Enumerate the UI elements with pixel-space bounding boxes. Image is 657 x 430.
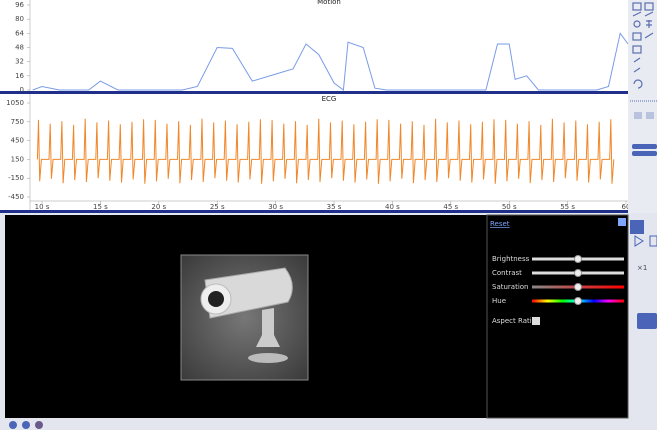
data-line [36, 118, 615, 184]
x-tick-label: 20 s [151, 203, 166, 211]
y-tick-label: 150 [11, 155, 24, 163]
y-tick-label: 64 [15, 29, 24, 37]
tool-icon[interactable] [646, 112, 654, 119]
x-tick-label: 40 s [385, 203, 400, 211]
stop-button[interactable] [649, 235, 657, 247]
camera-button[interactable] [630, 220, 644, 234]
tool-icon[interactable] [633, 57, 643, 89]
reset-link[interactable]: Reset [490, 220, 510, 228]
chart-area [0, 0, 628, 213]
tool-icon[interactable] [646, 20, 652, 28]
status-icon[interactable] [22, 421, 30, 429]
aspect-checkbox[interactable] [532, 317, 540, 325]
snapshot-button[interactable] [637, 313, 657, 329]
y-tick-label: 750 [11, 118, 24, 126]
y-tick-label: -450 [8, 193, 24, 201]
x-tick-label: 60 [622, 203, 631, 211]
scroll-button[interactable] [632, 144, 657, 149]
tool-icon[interactable] [633, 20, 641, 28]
tool-icon[interactable] [644, 2, 654, 11]
x-tick-label: 10 s [35, 203, 50, 211]
x-tick-label: 35 s [327, 203, 342, 211]
y-tick-label: -150 [8, 174, 24, 182]
tool-icon[interactable] [644, 32, 654, 39]
status-icon[interactable] [9, 421, 17, 429]
camera-image [180, 254, 309, 381]
data-line [32, 32, 629, 91]
camera-mount [256, 308, 280, 347]
close-button[interactable] [618, 218, 626, 226]
camera-lens [208, 291, 224, 307]
zoom-label: ×1 [637, 264, 647, 272]
status-icon[interactable] [35, 421, 43, 429]
aspect-label: Aspect Ratio [492, 317, 536, 325]
slider-label: Saturation [492, 283, 529, 291]
tool-icon[interactable] [634, 112, 642, 119]
toolbar [628, 0, 657, 213]
y-tick-label: 80 [15, 15, 24, 23]
y-tick-label: 450 [11, 137, 24, 145]
separator [0, 91, 628, 94]
slider-thumb[interactable] [574, 269, 582, 277]
x-tick-label: 55 s [560, 203, 575, 211]
slider-label: Brightness [492, 255, 530, 263]
y-tick-label: 1050 [6, 99, 24, 107]
tool-icon[interactable] [632, 2, 642, 11]
play-button[interactable] [634, 235, 644, 247]
y-tick-label: 96 [15, 1, 24, 9]
camera-base [248, 353, 288, 363]
x-tick-label: 50 s [502, 203, 517, 211]
x-tick-label: 45 s [443, 203, 458, 211]
chart-title: Motion [317, 0, 341, 6]
chart-title: ECG [322, 95, 337, 103]
slider-label: Hue [492, 297, 506, 305]
slider-label: Contrast [492, 269, 522, 277]
control-panel [486, 214, 629, 419]
y-tick-label: 48 [15, 44, 24, 52]
slider-thumb[interactable] [574, 283, 582, 291]
tool-icon[interactable] [632, 11, 654, 17]
slider-thumb[interactable] [574, 255, 582, 263]
y-tick-label: 32 [15, 58, 24, 66]
scroll-button[interactable] [632, 151, 657, 156]
tool-icon[interactable] [632, 32, 642, 41]
y-tick-label: 16 [15, 72, 24, 80]
y-tick-label: 0 [20, 86, 24, 94]
separator [0, 210, 628, 213]
slider-thumb[interactable] [574, 297, 582, 305]
x-tick-label: 30 s [268, 203, 283, 211]
x-tick-label: 15 s [93, 203, 108, 211]
x-tick-label: 25 s [210, 203, 225, 211]
tool-icon[interactable] [632, 45, 642, 54]
